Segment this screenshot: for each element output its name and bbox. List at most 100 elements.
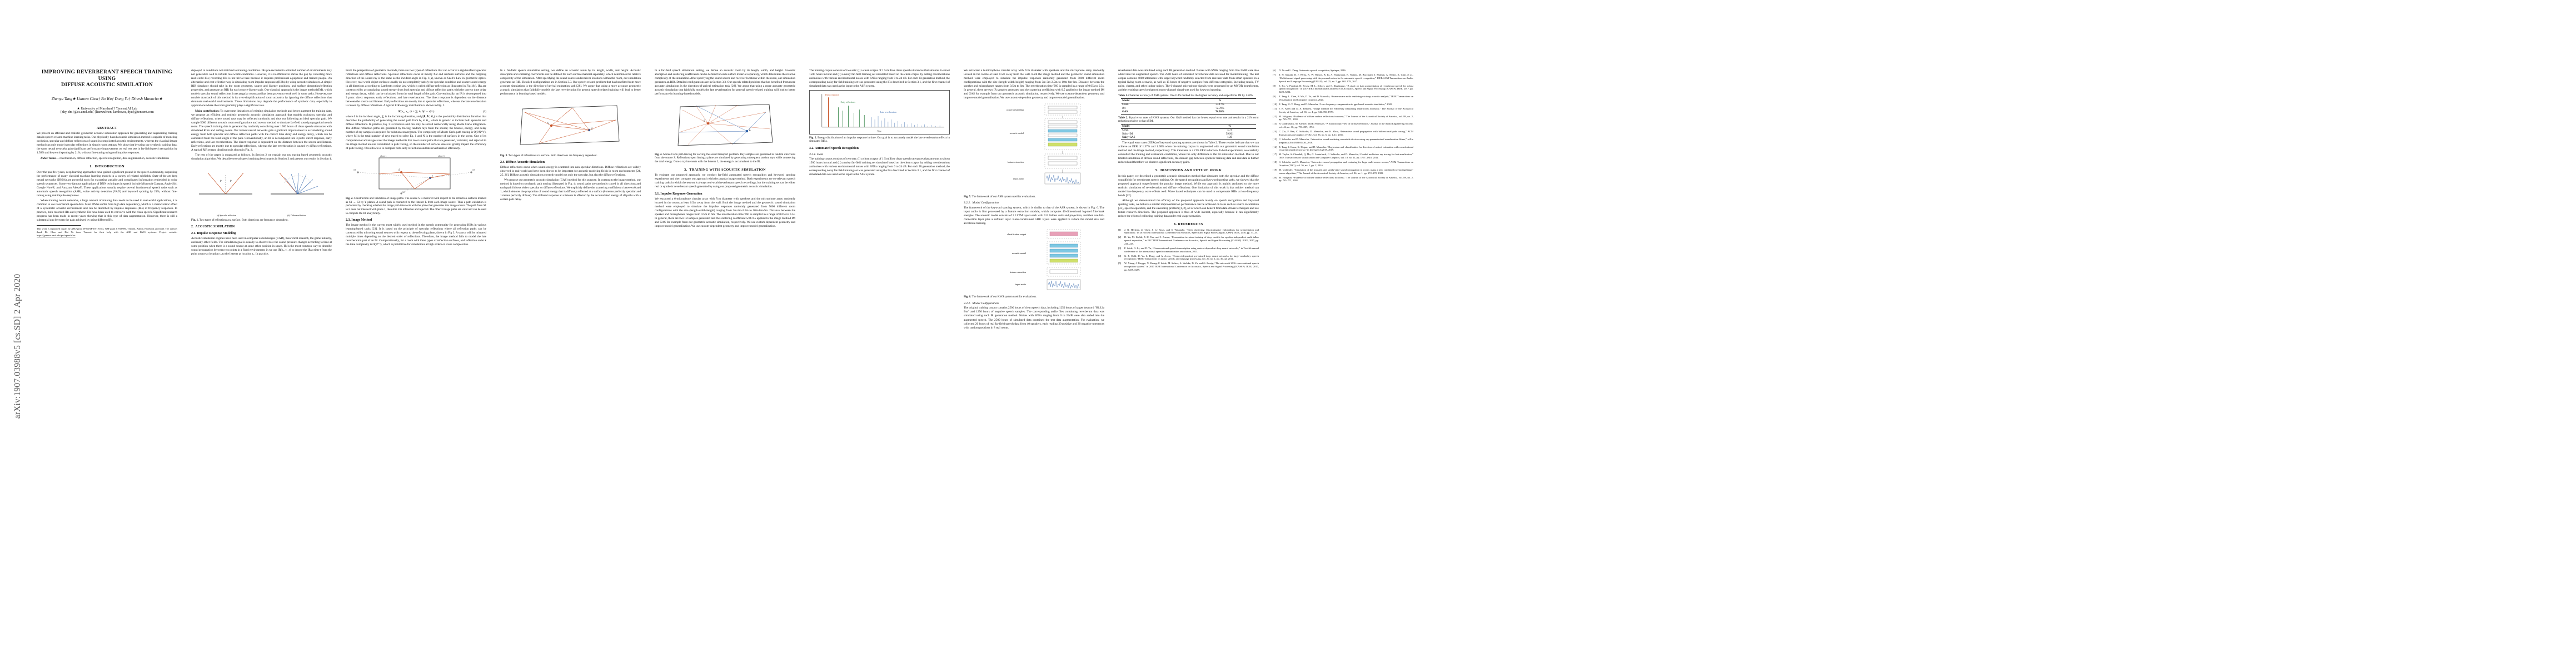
index-terms-value: reverberation, diffuse reflection, speec…: [59, 157, 169, 161]
rir-energy-svg: Direct response Early reflections Late r…: [821, 93, 945, 133]
figure-2-graphic: S L S1 S3 S2: [346, 152, 486, 196]
section-3-2-heading: 3.2. Automated Speech Recognition: [809, 146, 859, 150]
figure-1-caption: Fig. 1. Two types of reflections at a su…: [191, 218, 332, 222]
svg-text:Time: Time: [877, 131, 881, 133]
table-row: Clean 33.17%: [1121, 103, 1256, 107]
reference-number: [3]: [1118, 246, 1122, 250]
arxiv-stamp: arXiv:1907.03988v5 [cs.SD] 2 Apr 2020: [13, 273, 22, 419]
figure-3-graphic: S L: [500, 98, 641, 152]
reference-text: B. Chidiwhack, M. Kleiner, and P. Svenss…: [1279, 122, 1413, 129]
figure-2-energy-label: Fig. 2.: [809, 136, 817, 140]
fig5-label-acoustic-model: acoustic model: [1010, 132, 1024, 135]
s4-paragraph-2: reverberant data was simulated using eac…: [1118, 69, 1259, 92]
reference-text: M. Vorlander, “Simulation of the transie…: [1279, 168, 1413, 175]
table-row: Clean 5.78: [1121, 128, 1256, 132]
figure-5: posterior handling acoustic model: [964, 102, 1104, 198]
figure-2-energy-caption: Fig. 2. Energy distribution of an impuls…: [809, 136, 950, 143]
table-1-cell: IM: [1122, 107, 1126, 110]
reference-number: [17]: [1273, 153, 1277, 156]
direct-response-label: Direct response: [825, 93, 839, 96]
s3-2-continued: We extracted a 6-microphone circular arr…: [964, 69, 1104, 100]
reference-number: [2]: [1118, 236, 1122, 239]
figure-6-svg: classification output acoustic model fea…: [1007, 229, 1081, 290]
s1-paragraph-5: The rest of the paper is organized as fo…: [191, 153, 332, 161]
equation-1-body: IR(x₀, x₁, t) = ∑ᵢ Aᵢ δ(t − dᵢ/c): [397, 109, 435, 113]
section-2-number: 2.: [191, 225, 194, 229]
table-row: IM 72.78%: [1121, 107, 1256, 110]
reference-text: S. Ko, V. Peddinti, D. Povey, M. L. Selt…: [1279, 84, 1413, 94]
table-2: Model % Clean 5.78 Noisy-IM 59.961 Noisy-G…: [1121, 124, 1256, 140]
reference-number: [7]: [1273, 73, 1276, 76]
reference-number: [15]: [1273, 137, 1277, 141]
column-8: reverberant data was simulated using eac…: [1118, 13, 1259, 658]
column-4: In a far-field speech simulation setting…: [500, 13, 641, 658]
figure-6: classification output acoustic model fea…: [964, 227, 1104, 299]
figure-5-caption-text: The framework of our ASR system used for…: [971, 195, 1036, 198]
table-2-header-row: Model %: [1121, 124, 1256, 129]
reference-text: Z. Tang, J. Kanu, K. Hogan, and D. Manoc…: [1279, 145, 1413, 152]
figure-1-svg: θ θ: [199, 172, 324, 195]
late-reverberation-label: Late reverberation: [880, 111, 896, 113]
figure-4-svg: S L: [677, 104, 773, 146]
figure-3-label: Fig. 3.: [500, 153, 508, 157]
table-1-caption: Table 1. Character accuracy of ASR syste…: [1118, 94, 1259, 98]
reference-number: [6]: [1273, 69, 1276, 72]
s2-2-after-eq: where δ is the incident angle, ∑ᵢ is the…: [346, 115, 486, 150]
reference-number: [4]: [1118, 254, 1122, 257]
figure-5-graphic: posterior handling acoustic model: [964, 102, 1104, 194]
figure-2-caption-text: Construction and validation of image pat…: [346, 197, 486, 215]
table-2-label: Table 2.: [1118, 116, 1128, 120]
section-2-1-heading: 2.1. Impulse Response Modeling: [191, 232, 237, 236]
figure-4: S L: [655, 98, 795, 163]
table-1-col-0: Model: [1121, 98, 1184, 103]
table-1-cell: 72.78%: [1215, 107, 1224, 110]
svg-text:L: L: [591, 128, 593, 131]
reference-number: [16]: [1273, 145, 1277, 148]
reference-text: D. Yu, M. Kolbk, Z.-H. Tan, and J. Jense…: [1124, 236, 1259, 245]
figure-2-label: Fig. 2.: [346, 197, 353, 201]
reference-list-left: [1] J. R. Hershey, Z. Chen, J. Le Roux, a…: [1118, 228, 1259, 272]
main-contribution-runin: Main contribution:: [195, 109, 220, 113]
svg-text:L: L: [431, 176, 434, 178]
fig5-label-feature-extraction: feature extraction: [1008, 161, 1024, 163]
figure-2-caption: Fig. 2. Construction and validation of i…: [346, 197, 486, 215]
reference-text: Z. Tang, H.-Y. Meng, and D. Manocha, “Lo…: [1279, 102, 1393, 106]
table-1-caption-text: Character accuracy of ASR systems. One G…: [1128, 94, 1254, 98]
reference-item: [9] Z. Tang, L. Chen, B. Wu, D. Yu, and D…: [1273, 95, 1413, 102]
reference-list-right: [6] D. Yu and L. Deng, Automatic speech r…: [1273, 69, 1413, 182]
reference-item: [3] F. Seide, G. Li, and D. Yu, “Conversa…: [1118, 247, 1259, 253]
s5-paragraph-1: In this paper, we described a geometric …: [1118, 174, 1259, 197]
figure-2-svg: S L S1 S3 S2: [353, 155, 475, 195]
section-3-2-1-heading: 3.2.1. Data: [809, 152, 824, 156]
section-5-title: DISCUSSION AND FUTURE WORK: [1160, 168, 1222, 173]
figure-1: θ θ: [191, 163, 332, 222]
fig5-label-input-audio: input audio: [1013, 177, 1024, 180]
reference-number: [12]: [1273, 115, 1277, 118]
reference-number: [10]: [1273, 102, 1277, 106]
equation-1: IR(x₀, x₁, t) = ∑ᵢ Aᵢ δ(t − dᵢ/c) (1): [346, 110, 486, 113]
reference-item: [10] Z. Tang, H.-Y. Meng, and D. Manocha,…: [1273, 103, 1413, 106]
reference-number: [8]: [1273, 84, 1276, 87]
figure-2-energy-plot: Direct response Early reflections Late r…: [809, 90, 950, 143]
figure-6-caption: Fig. 6. The framework of our KWS system …: [964, 295, 1104, 299]
reference-item: [18] C. Schissler and D. Manocha, “Intera…: [1273, 161, 1413, 167]
table-2-cell: 1.37: [1203, 136, 1256, 140]
section-3-1-heading: 3.1. Impulse Response Generation: [655, 192, 702, 196]
s3-1-continued: The training corpus consists of two sets…: [809, 69, 950, 88]
figure-1-sub-b: (b) Diffuse reflection: [287, 215, 306, 217]
svg-text:plane 3: plane 3: [438, 155, 445, 157]
figure-3-svg: S L: [520, 105, 620, 145]
s3-intro: To evaluate our proposed approach, we co…: [655, 173, 795, 189]
figure-6-label: Fig. 6.: [964, 295, 971, 299]
section-2-4-heading: 2.4. Diffuse Acoustic Simulation: [500, 161, 545, 165]
reference-number: [9]: [1273, 95, 1276, 98]
figure-1-label: Fig. 1.: [191, 218, 199, 222]
reference-text: W. Xiong, J. Droppo, X. Huang, F. Seide,…: [1124, 262, 1259, 272]
column-5: In a far-field speech simulation setting…: [655, 13, 795, 658]
figure-2-energy-text: Energy distribution of an impulse respon…: [809, 136, 950, 143]
table-2-cell: 59.961: [1225, 132, 1234, 136]
reference-text: M. Holgram, “Evidence of diffuse surface…: [1279, 115, 1413, 121]
section-3-number: 3.: [684, 167, 687, 172]
reference-text: C. Zio, F. Ren, C. Schissler, D. Manocha…: [1279, 130, 1413, 136]
reference-number: [18]: [1273, 161, 1277, 163]
